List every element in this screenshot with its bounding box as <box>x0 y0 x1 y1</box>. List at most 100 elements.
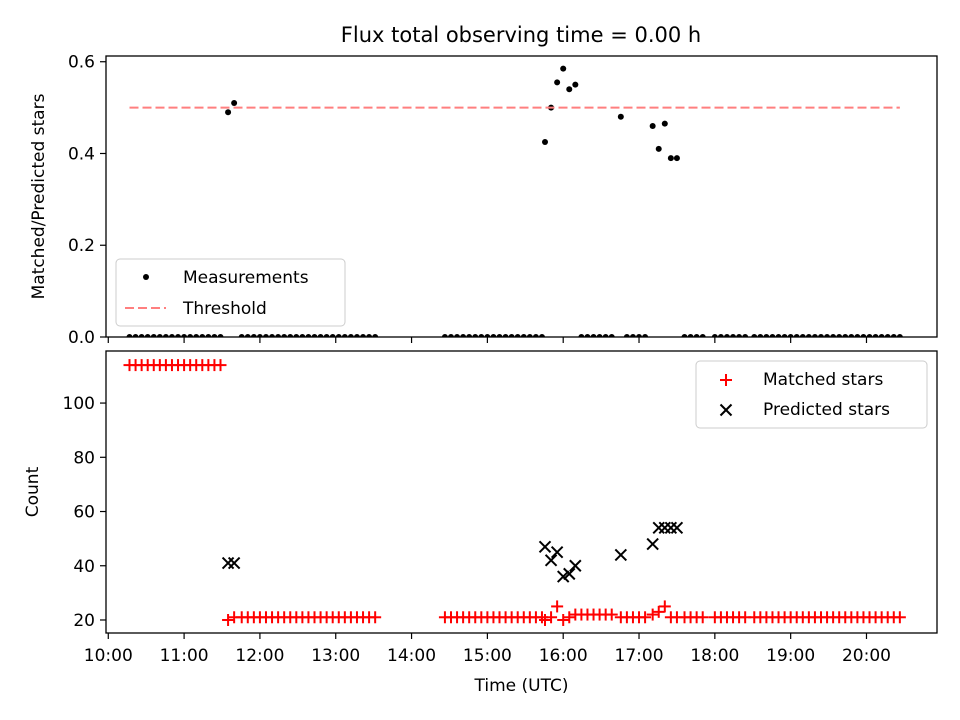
y-tick-label: 100 <box>63 394 95 414</box>
y-tick-label: 60 <box>73 503 95 523</box>
measurement-point <box>572 81 579 88</box>
measurement-point <box>490 334 497 337</box>
x-tick-label: 13:00 <box>311 646 360 666</box>
y-tick-label: 0.6 <box>68 53 95 73</box>
measurement-point <box>629 334 636 337</box>
measurement-point <box>323 334 330 337</box>
measurement-point <box>757 334 764 337</box>
measurement-point <box>360 334 367 337</box>
x-tick-label: 19:00 <box>766 646 815 666</box>
measurement-point <box>341 334 348 337</box>
predicted-star-marker <box>227 556 241 570</box>
measurement-point <box>730 334 737 337</box>
measurement-point <box>560 65 567 72</box>
legend-box <box>115 258 346 327</box>
measurement-point <box>617 113 624 120</box>
measurement-point <box>238 334 245 337</box>
predicted-star-marker <box>646 537 659 551</box>
measurement-point <box>150 334 157 337</box>
measurement-point <box>347 334 354 337</box>
measurement-point <box>287 334 294 337</box>
measurement-point <box>787 334 794 337</box>
measurement-point <box>687 334 694 337</box>
matched-star-marker <box>551 600 564 613</box>
measurement-point <box>225 109 232 116</box>
measurement-point <box>636 334 643 337</box>
measurement-point <box>824 334 831 337</box>
y-axis-label: Count <box>23 466 43 517</box>
measurement-point <box>353 334 360 337</box>
measurement-point <box>836 334 843 337</box>
matched-star-marker <box>563 611 576 624</box>
measurement-point <box>742 334 749 337</box>
measurement-point <box>447 334 454 337</box>
matched-star-marker <box>658 600 671 613</box>
measurement-point <box>144 334 151 337</box>
measurement-point <box>311 334 318 337</box>
matched-star-marker <box>545 611 558 624</box>
predicted-star-marker <box>563 567 576 581</box>
predicted-star-marker <box>556 570 570 583</box>
measurement-point <box>860 334 867 337</box>
measurement-point <box>681 334 688 337</box>
measurement-point <box>596 334 603 337</box>
legend-label: Matched stars <box>763 370 883 390</box>
measurement-point <box>554 79 561 86</box>
predicted-star-marker-b <box>556 570 570 583</box>
x-tick-label: 11:00 <box>160 646 209 666</box>
measurement-point <box>262 334 269 337</box>
measurement-point <box>520 334 527 337</box>
measurement-point <box>717 334 724 337</box>
measurement-point <box>175 334 182 337</box>
measurement-point <box>205 334 212 337</box>
measurement-point <box>602 334 609 337</box>
measurement-point <box>244 334 251 337</box>
measurement-point <box>211 334 218 337</box>
measurement-point <box>478 334 485 337</box>
measurement-point <box>269 334 276 337</box>
legend: Measurements Threshold <box>115 258 346 327</box>
measurement-point <box>608 334 615 337</box>
axes-frame <box>105 55 938 338</box>
matched-star-marker <box>646 608 659 621</box>
measurement-point <box>335 334 342 337</box>
measurement-point <box>275 334 282 337</box>
measurement-point <box>256 334 263 337</box>
matched-star-marker <box>222 613 235 626</box>
measurement-point <box>496 334 503 337</box>
measurement-point <box>472 334 479 337</box>
x-tick-label: 10:00 <box>84 646 133 666</box>
measurement-point <box>872 334 879 337</box>
predicted-star-marker-b <box>569 559 582 572</box>
measurement-point <box>805 334 812 337</box>
measurement-point <box>584 334 591 337</box>
predicted-star-marker <box>670 521 684 534</box>
legend-label: Measurements <box>183 268 309 288</box>
measurement-point <box>231 100 238 107</box>
legend-measurement-marker <box>143 274 149 280</box>
measurement-point <box>884 334 891 337</box>
predicted-star-marker <box>544 554 558 567</box>
predicted-star-marker <box>550 545 564 559</box>
measurement-point <box>366 334 373 337</box>
measurement-point <box>578 334 585 337</box>
matched-star-marker <box>369 611 382 624</box>
measurement-point <box>699 334 706 337</box>
measurement-point <box>305 334 312 337</box>
measurement-point <box>538 334 545 337</box>
measurement-point <box>199 334 206 337</box>
measurement-point <box>126 334 133 337</box>
measurement-point <box>623 334 630 337</box>
predicted-star-marker-b <box>227 556 241 570</box>
predicted-star-marker-b <box>544 554 558 567</box>
measurement-point <box>329 334 336 337</box>
measurement-point <box>441 334 448 337</box>
plot-area <box>126 65 903 337</box>
measurement-point <box>817 334 824 337</box>
legend: Matched stars Predicted stars <box>695 360 928 429</box>
x-tick-label: 17:00 <box>615 646 664 666</box>
measurement-point <box>890 334 897 337</box>
measurement-point <box>811 334 818 337</box>
measurement-point <box>514 334 521 337</box>
